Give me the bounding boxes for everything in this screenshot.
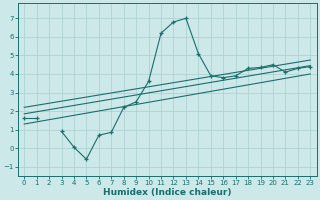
X-axis label: Humidex (Indice chaleur): Humidex (Indice chaleur): [103, 188, 232, 197]
